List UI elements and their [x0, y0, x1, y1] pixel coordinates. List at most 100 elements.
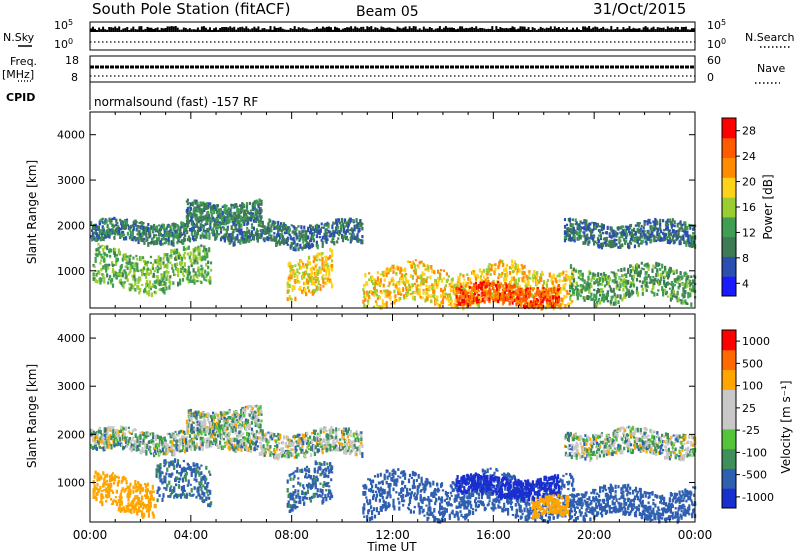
data-cell	[163, 436, 166, 442]
data-cell	[612, 229, 615, 235]
data-cell	[516, 285, 519, 291]
data-cell	[404, 273, 407, 278]
data-cell	[593, 241, 596, 246]
data-cell	[686, 302, 689, 305]
data-cell	[492, 298, 495, 303]
data-cell	[367, 291, 370, 296]
data-cell	[190, 216, 193, 221]
data-cell	[198, 218, 201, 222]
data-cell	[661, 272, 664, 276]
data-cell	[689, 284, 692, 287]
data-cell	[371, 275, 374, 279]
data-cell	[585, 221, 588, 226]
data-cell	[149, 235, 152, 238]
noise-sky-mark	[247, 28, 250, 32]
data-cell	[128, 431, 131, 435]
data-cell	[556, 303, 559, 307]
data-cell	[248, 229, 251, 234]
data-cell	[570, 301, 573, 305]
data-cell	[133, 268, 136, 273]
data-cell	[229, 233, 232, 236]
data-cell	[684, 286, 687, 289]
data-cell	[314, 264, 317, 268]
data-cell	[267, 236, 270, 242]
noise-sky-mark	[265, 29, 268, 32]
data-cell	[643, 282, 646, 286]
data-cell	[270, 228, 273, 233]
data-cell	[149, 232, 152, 238]
data-cell	[449, 302, 452, 306]
data-cell	[140, 256, 143, 262]
noise-sky-mark	[279, 26, 282, 32]
data-cell	[116, 272, 119, 276]
data-cell	[161, 283, 164, 287]
data-cell	[525, 298, 528, 302]
data-cell	[211, 212, 214, 218]
data-cell	[147, 289, 151, 293]
data-cell	[101, 225, 104, 230]
data-cell	[136, 258, 139, 261]
noise-sky-mark	[475, 26, 478, 32]
data-cell	[122, 230, 125, 234]
data-cell	[654, 277, 657, 282]
data-cell	[123, 219, 127, 224]
noise-sky-mark	[219, 28, 222, 32]
data-cell	[219, 226, 223, 231]
data-cell	[315, 240, 318, 245]
noise-sky-mark	[172, 26, 175, 32]
colorbar-tick-label: 24	[742, 150, 756, 163]
data-cell	[355, 218, 358, 223]
data-cell	[373, 278, 377, 282]
data-cell	[533, 270, 536, 274]
data-cell	[155, 281, 158, 284]
data-cell	[557, 284, 561, 287]
data-cell	[202, 226, 205, 231]
data-cell	[305, 271, 308, 275]
data-cell	[171, 263, 174, 267]
data-cell	[651, 291, 654, 294]
data-cell	[551, 280, 554, 286]
noise-sky-mark	[249, 29, 252, 32]
data-cell	[502, 300, 506, 304]
data-cell	[556, 274, 559, 278]
data-cell	[430, 265, 433, 270]
data-cell	[179, 240, 182, 244]
data-cell	[276, 225, 279, 229]
data-cell	[260, 199, 263, 204]
data-cell	[309, 244, 312, 249]
data-cell	[199, 255, 202, 261]
noise-sky-mark	[676, 27, 679, 32]
data-cell	[113, 251, 117, 254]
data-cell	[513, 260, 516, 264]
data-cell	[124, 236, 128, 241]
data-cell	[145, 280, 149, 284]
data-cell	[226, 227, 229, 231]
colorbar-tick-label: 28	[742, 125, 756, 138]
data-cell	[569, 280, 572, 286]
data-cell	[177, 268, 180, 272]
data-cell	[659, 267, 662, 271]
data-cell	[615, 280, 618, 285]
data-cell	[393, 301, 396, 304]
data-cell	[523, 271, 526, 275]
data-cell	[163, 263, 166, 269]
data-cell	[297, 225, 300, 228]
data-cell	[116, 222, 119, 225]
data-cell	[604, 278, 607, 281]
data-cell	[689, 226, 692, 230]
power-y-label: Slant Range [km]	[25, 160, 39, 264]
colorbar-segment	[722, 157, 736, 178]
data-cell	[471, 300, 475, 305]
data-cell	[635, 286, 639, 290]
data-cell	[115, 223, 118, 226]
data-cell	[176, 250, 179, 254]
data-cell	[644, 233, 647, 238]
data-cell	[579, 269, 582, 273]
noise-sky-mark	[517, 28, 520, 32]
data-cell	[250, 214, 253, 219]
data-cell	[569, 294, 573, 297]
noise-sky-mark	[368, 27, 371, 32]
data-cell	[406, 288, 410, 294]
data-cell	[576, 227, 579, 231]
data-cell	[475, 297, 478, 300]
